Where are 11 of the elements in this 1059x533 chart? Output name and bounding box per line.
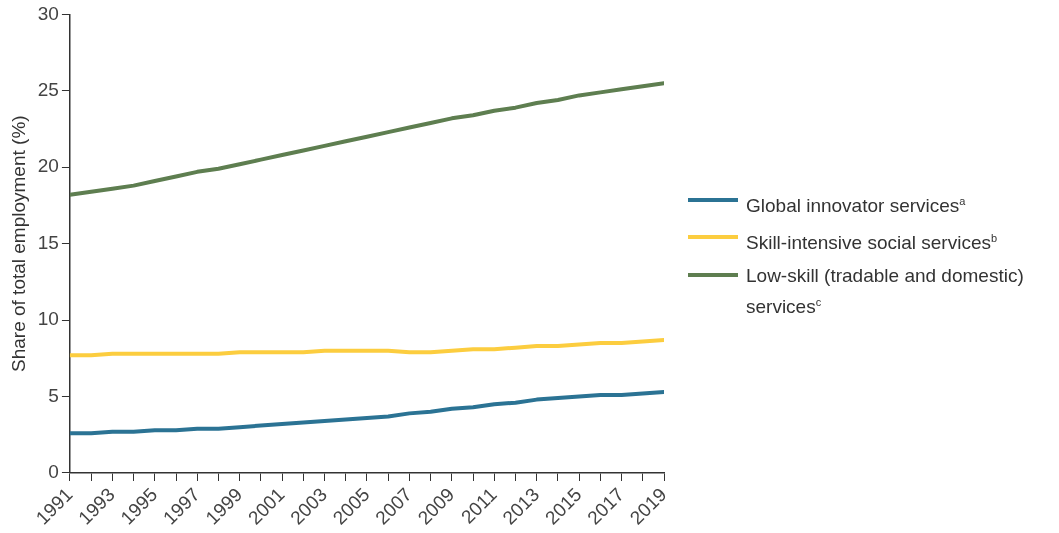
y-tick-label: 5 <box>48 384 59 406</box>
legend-label: Low-skill (tradable and domestic) services$^{c}$ <box>746 263 1025 319</box>
legend-label: Global innovator services$^{a}$ <box>746 194 966 219</box>
y-tick-label: 25 <box>37 79 59 101</box>
y-tick-label: 0 <box>48 461 59 483</box>
y-tick-label: 15 <box>37 231 59 253</box>
legend-label: Skill-intensive social services$^{b}$ <box>746 231 998 256</box>
y-axis-title: Share of total employment (%) <box>7 115 29 373</box>
y-tick-label: 10 <box>37 308 59 330</box>
y-tick-label: 30 <box>37 2 59 24</box>
y-tick-label: 20 <box>37 155 59 177</box>
